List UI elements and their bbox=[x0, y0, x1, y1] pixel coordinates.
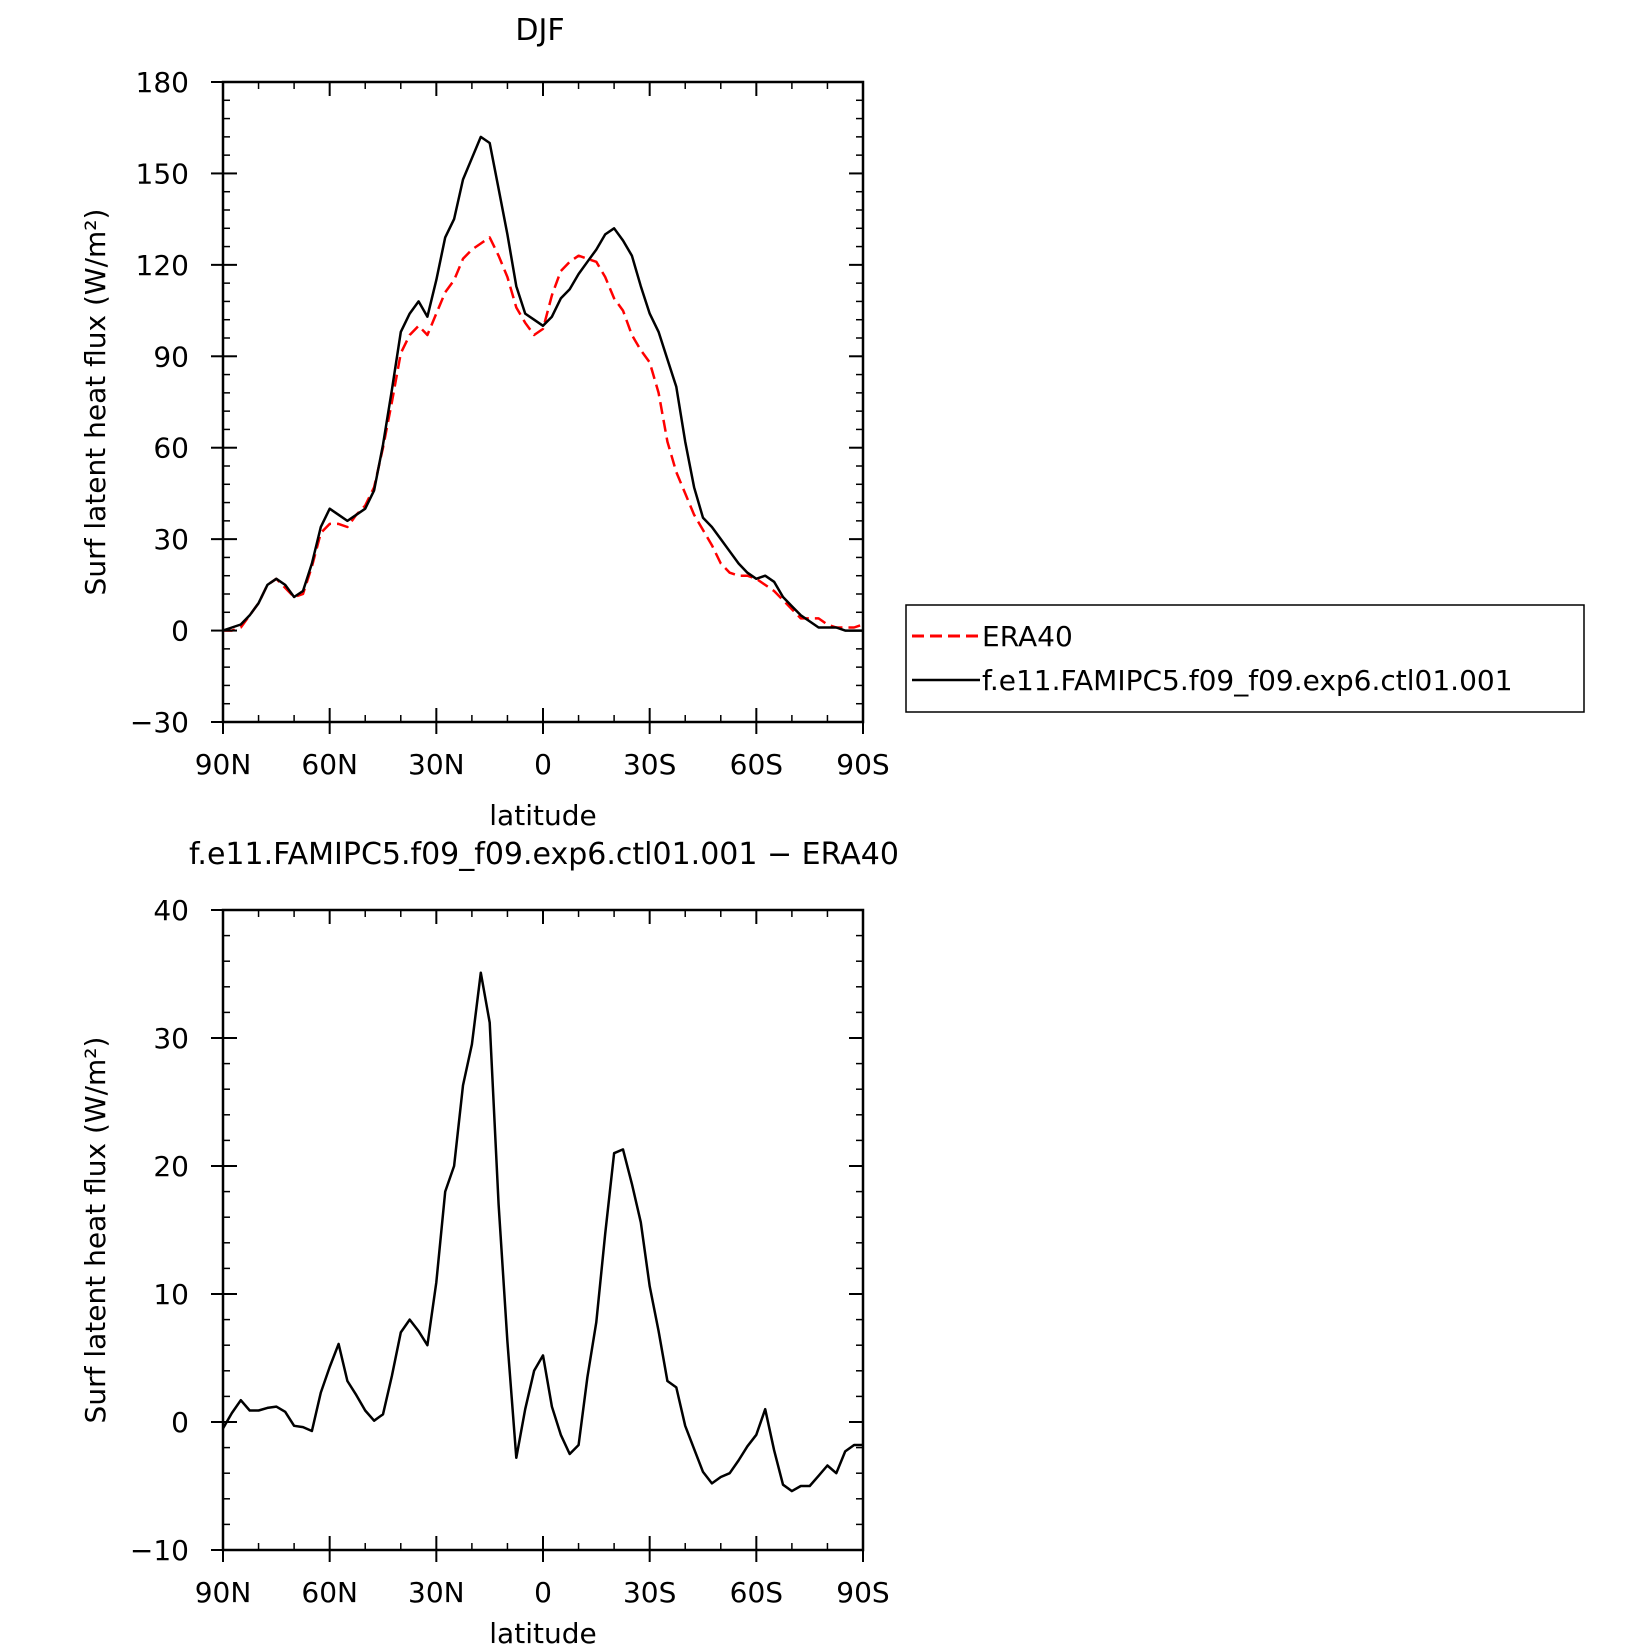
legend-box bbox=[905, 604, 1585, 713]
x-tick-label: 90N bbox=[195, 1576, 252, 1609]
y-tick-label: 10 bbox=[153, 1278, 189, 1311]
plot-frame bbox=[221, 908, 865, 1552]
y-tick-label: 20 bbox=[153, 1150, 189, 1183]
y-tick-label: 30 bbox=[153, 1022, 189, 1055]
x-tick-label: 30S bbox=[623, 1576, 676, 1609]
x-tick-label: 60N bbox=[301, 1576, 358, 1609]
x-tick-label: 60S bbox=[730, 1576, 783, 1609]
legend: ERA40 f.e11.FAMIPC5.f09_f09.exp6.ctl01.0… bbox=[905, 604, 1585, 713]
x-tick-label: 30S bbox=[623, 748, 676, 781]
y-tick-label: 120 bbox=[136, 249, 189, 282]
series-line-era40 bbox=[223, 236, 864, 632]
y-tick-label: 0 bbox=[171, 1406, 189, 1439]
legend-label-era40: ERA40 bbox=[982, 620, 1073, 653]
tick-group: −10 0 10 20 30 40 90N 60N 30N 0 30S 60S 90S bbox=[130, 894, 890, 1609]
chart-title: f.e11.FAMIPC5.f09_f09.exp6.ctl01.001 − E… bbox=[189, 837, 899, 872]
x-tick-label: 0 bbox=[534, 1576, 552, 1609]
panel-bottom: f.e11.FAMIPC5.f09_f09.exp6.ctl01.001 − E… bbox=[79, 837, 899, 1650]
y-tick-label: −30 bbox=[130, 706, 189, 739]
x-tick-label: 90S bbox=[836, 748, 889, 781]
x-tick-label: 90N bbox=[195, 748, 252, 781]
series-group bbox=[221, 971, 863, 1493]
y-tick-label: 180 bbox=[136, 66, 189, 99]
x-tick-label: 30N bbox=[408, 748, 465, 781]
y-axis-label: Surf latent heat flux (W/m²) bbox=[79, 209, 112, 596]
x-tick-label: 90S bbox=[836, 1576, 889, 1609]
plot-frame bbox=[221, 80, 865, 724]
legend-label-model: f.e11.FAMIPC5.f09_f09.exp6.ctl01.001 bbox=[982, 664, 1513, 697]
y-tick-label: −10 bbox=[130, 1534, 189, 1567]
y-tick-label: 150 bbox=[136, 157, 189, 190]
x-axis-label: latitude bbox=[489, 1617, 596, 1650]
x-tick-label: 0 bbox=[534, 748, 552, 781]
x-tick-label: 60S bbox=[730, 748, 783, 781]
series-line-difference bbox=[221, 971, 863, 1493]
series-group bbox=[222, 135, 864, 632]
series-line-model bbox=[222, 135, 863, 632]
y-tick-label: 60 bbox=[153, 432, 189, 465]
y-tick-label: 90 bbox=[153, 340, 189, 373]
x-tick-label: 60N bbox=[301, 748, 358, 781]
y-tick-label: 0 bbox=[171, 615, 189, 648]
y-tick-label: 30 bbox=[153, 523, 189, 556]
chart-title: DJF bbox=[515, 13, 564, 48]
panel-top: DJF −30 0 30 60 90 120 150 180 90N 60N 30N 0 30S 60S 9… bbox=[79, 13, 1585, 832]
x-axis-label: latitude bbox=[489, 799, 596, 832]
y-axis-label: Surf latent heat flux (W/m²) bbox=[79, 1037, 112, 1424]
y-tick-label: 40 bbox=[153, 894, 189, 927]
x-tick-label: 30N bbox=[408, 1576, 465, 1609]
tick-group: −30 0 30 60 90 120 150 180 90N 60N 30N 0 30S 60S 90S bbox=[130, 66, 890, 781]
